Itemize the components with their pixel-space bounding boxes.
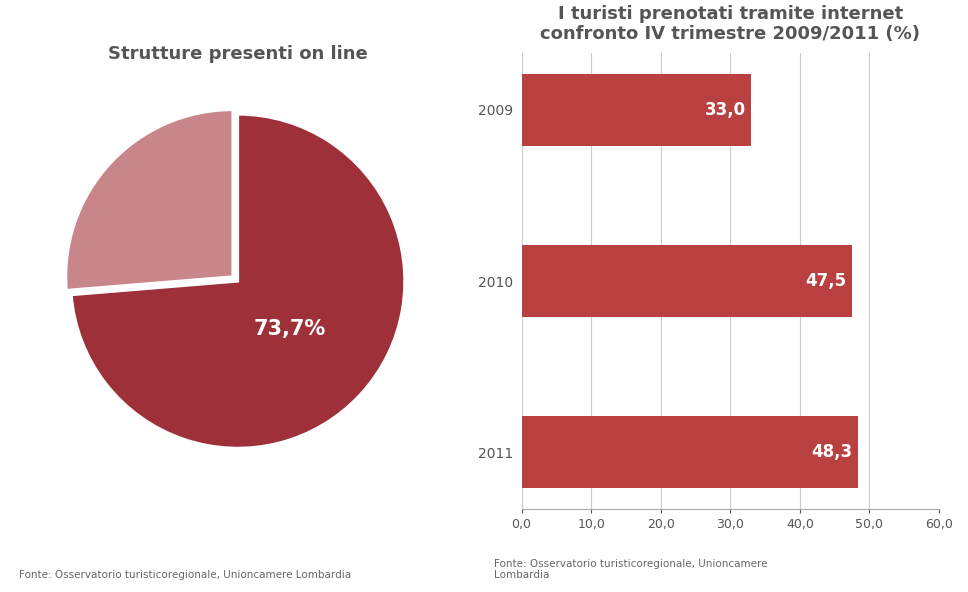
Text: 48,3: 48,3 — [811, 443, 852, 461]
Wedge shape — [72, 114, 405, 448]
Text: 33,0: 33,0 — [705, 101, 745, 119]
Text: Fonte: Osservatorio turisticoregionale, Unioncamere Lombardia: Fonte: Osservatorio turisticoregionale, … — [19, 570, 351, 580]
Text: Fonte: Osservatorio turisticoregionale, Unioncamere
Lombardia: Fonte: Osservatorio turisticoregionale, … — [494, 559, 768, 580]
Bar — [522, 74, 751, 146]
Bar — [522, 417, 858, 488]
Text: 73,7%: 73,7% — [254, 318, 325, 339]
Bar — [522, 245, 852, 317]
Title: Strutture presenti on line: Strutture presenti on line — [107, 44, 368, 63]
Wedge shape — [66, 110, 233, 290]
Text: 47,5: 47,5 — [805, 272, 846, 290]
Title: I turisti prenotati tramite internet
confronto IV trimestre 2009/2011 (%): I turisti prenotati tramite internet con… — [540, 5, 921, 43]
